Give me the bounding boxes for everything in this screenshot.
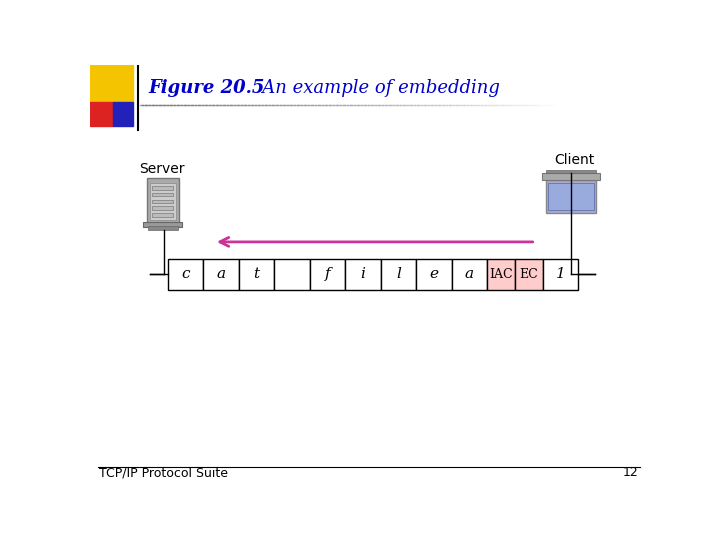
Bar	[416, 259, 451, 289]
Bar	[113, 102, 132, 126]
Bar	[152, 186, 173, 190]
Bar	[487, 259, 515, 289]
Bar	[152, 213, 173, 217]
Text: f: f	[325, 267, 330, 281]
Bar	[543, 259, 578, 289]
Bar	[148, 226, 178, 230]
Text: Client: Client	[554, 153, 595, 167]
Bar	[143, 222, 182, 226]
Bar	[546, 170, 596, 173]
Text: c: c	[181, 267, 189, 281]
Bar	[310, 259, 345, 289]
Bar	[152, 206, 173, 211]
Bar	[168, 259, 203, 289]
Text: Figure 20.5: Figure 20.5	[148, 79, 264, 97]
Bar	[451, 259, 487, 289]
Text: Server: Server	[140, 161, 185, 176]
Bar	[147, 178, 179, 222]
Bar	[152, 200, 173, 204]
Text: An example of embedding: An example of embedding	[245, 79, 500, 97]
Bar	[345, 259, 381, 289]
Text: 12: 12	[623, 467, 639, 480]
Bar	[90, 102, 113, 126]
Text: l: l	[396, 267, 401, 281]
Text: i: i	[361, 267, 365, 281]
Text: TCP/IP Protocol Suite: TCP/IP Protocol Suite	[99, 467, 228, 480]
Bar	[515, 259, 543, 289]
Bar	[152, 193, 173, 197]
Bar	[150, 183, 176, 220]
Text: IAC: IAC	[490, 268, 513, 281]
Bar	[542, 173, 600, 180]
Text: t: t	[253, 267, 259, 281]
Bar	[203, 259, 238, 289]
Bar	[90, 65, 132, 103]
Text: 1: 1	[556, 267, 565, 281]
Bar	[238, 259, 274, 289]
Text: a: a	[465, 267, 474, 281]
Text: EC: EC	[520, 268, 539, 281]
Bar	[546, 180, 596, 213]
Bar	[548, 183, 594, 211]
Text: a: a	[216, 267, 225, 281]
Bar	[381, 259, 416, 289]
Bar	[274, 259, 310, 289]
Text: e: e	[430, 267, 438, 281]
